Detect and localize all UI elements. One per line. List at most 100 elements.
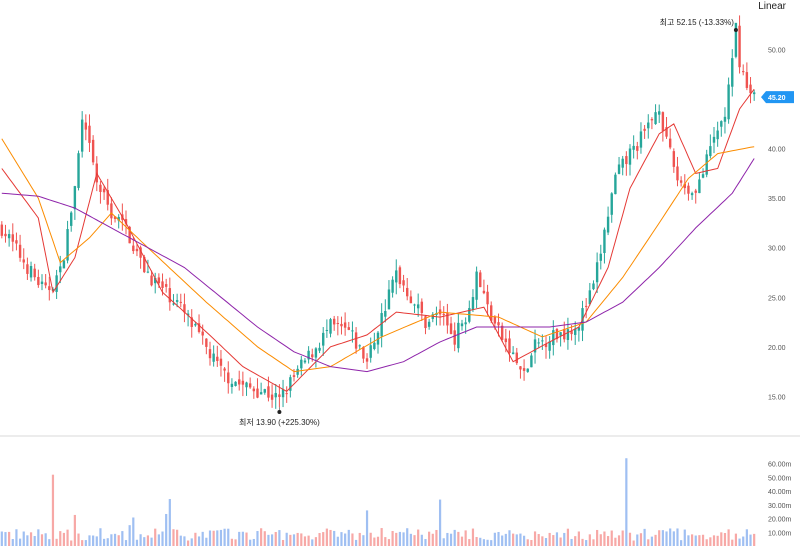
candle-body xyxy=(595,262,599,283)
volume-bar xyxy=(165,513,168,546)
candle-body xyxy=(179,301,182,303)
volume-bar xyxy=(48,539,51,546)
candle-body xyxy=(139,247,142,258)
volume-bar xyxy=(406,528,409,546)
candle-body xyxy=(15,240,18,244)
volume-bar xyxy=(475,537,478,546)
candle-body xyxy=(307,350,310,360)
candle-body xyxy=(44,282,47,286)
volume-bar xyxy=(712,535,716,546)
volume-bar xyxy=(413,535,416,546)
candle-body xyxy=(453,330,456,345)
volume-bar xyxy=(698,535,701,546)
volume-bar xyxy=(471,528,475,546)
candle-body xyxy=(442,313,445,315)
candle-body xyxy=(705,154,708,175)
candle-body xyxy=(37,276,40,286)
candle-body xyxy=(449,323,453,334)
candle-body xyxy=(150,275,153,286)
volume-bar xyxy=(464,530,467,546)
volume-bar xyxy=(307,535,310,546)
candle-body xyxy=(223,368,226,371)
volume-bar xyxy=(354,539,358,546)
candle-body xyxy=(80,119,84,152)
scale-mode-toggle[interactable]: Linear xyxy=(758,1,786,12)
candle-body xyxy=(161,281,164,288)
volume-bar xyxy=(62,532,66,546)
volume-bar xyxy=(347,529,350,546)
candle-body xyxy=(278,394,281,397)
volume-bar xyxy=(29,532,33,546)
candle-body xyxy=(654,112,657,125)
volume-bar xyxy=(654,534,657,546)
volume-bar xyxy=(460,536,464,546)
moving-average-lines xyxy=(1,88,755,393)
current-price-label: 45.20 xyxy=(768,95,786,102)
volume-bar xyxy=(512,533,515,546)
volume-bar xyxy=(596,529,599,546)
candle-body xyxy=(66,229,69,261)
volume-bar xyxy=(665,531,668,546)
volume-bar xyxy=(442,538,445,546)
candle-body xyxy=(354,332,358,349)
candle-body xyxy=(647,122,650,129)
volume-bar xyxy=(230,538,234,546)
candle-body xyxy=(519,366,522,370)
volume-bar xyxy=(70,540,73,546)
volume-bar xyxy=(599,534,602,546)
volume-bar xyxy=(723,533,727,546)
candle-body xyxy=(4,233,7,237)
volume-tick-label: 10.00m xyxy=(768,530,792,537)
candle-body xyxy=(117,216,120,221)
candle-series xyxy=(0,15,756,409)
candle-body xyxy=(395,270,398,283)
volume-bar xyxy=(143,537,146,546)
volume-bar xyxy=(132,517,135,546)
candle-body xyxy=(606,216,610,233)
candle-body xyxy=(172,303,175,305)
candle-body xyxy=(588,290,592,305)
candle-body xyxy=(336,322,340,325)
candle-body xyxy=(701,174,705,178)
candle-body xyxy=(603,229,606,254)
annotations: 최고 52.15 (-13.33%) 최저 13.90 (+225.30%) xyxy=(239,17,738,427)
volume-bar xyxy=(449,533,453,546)
candle-body xyxy=(146,271,150,273)
volume-bar xyxy=(533,531,537,546)
candle-body xyxy=(234,381,237,386)
volume-bar xyxy=(223,528,226,546)
volume-bar xyxy=(11,538,14,546)
candle-body xyxy=(475,271,478,300)
candle-body xyxy=(106,190,109,205)
candle-body xyxy=(227,372,230,384)
candle-body xyxy=(168,288,172,303)
candle-body xyxy=(194,324,197,326)
candle-body xyxy=(712,136,716,143)
candle-body xyxy=(332,318,336,325)
candle-body xyxy=(365,358,369,362)
volume-bar xyxy=(325,528,328,546)
volume-bar xyxy=(340,532,343,546)
volume-bar xyxy=(639,533,643,546)
candle-body xyxy=(110,203,113,219)
volume-bar xyxy=(154,528,157,546)
volume-bar xyxy=(738,538,741,546)
candle-body xyxy=(687,185,690,194)
volume-bar xyxy=(95,536,98,546)
volume-bar xyxy=(745,529,748,546)
volume-bar xyxy=(278,530,281,546)
candle-body xyxy=(457,322,460,349)
candle-body xyxy=(263,389,266,393)
volume-bar xyxy=(753,533,756,546)
candle-body xyxy=(727,84,730,120)
candle-body xyxy=(738,25,741,68)
candle-body xyxy=(409,296,413,304)
candle-body xyxy=(248,383,252,388)
price-axis: 15.0020.0025.0030.0035.0040.0045.0050.00… xyxy=(761,48,794,401)
candle-body xyxy=(668,138,672,148)
candle-body xyxy=(639,131,643,148)
candle-body xyxy=(314,348,318,358)
candle-body xyxy=(548,341,551,351)
